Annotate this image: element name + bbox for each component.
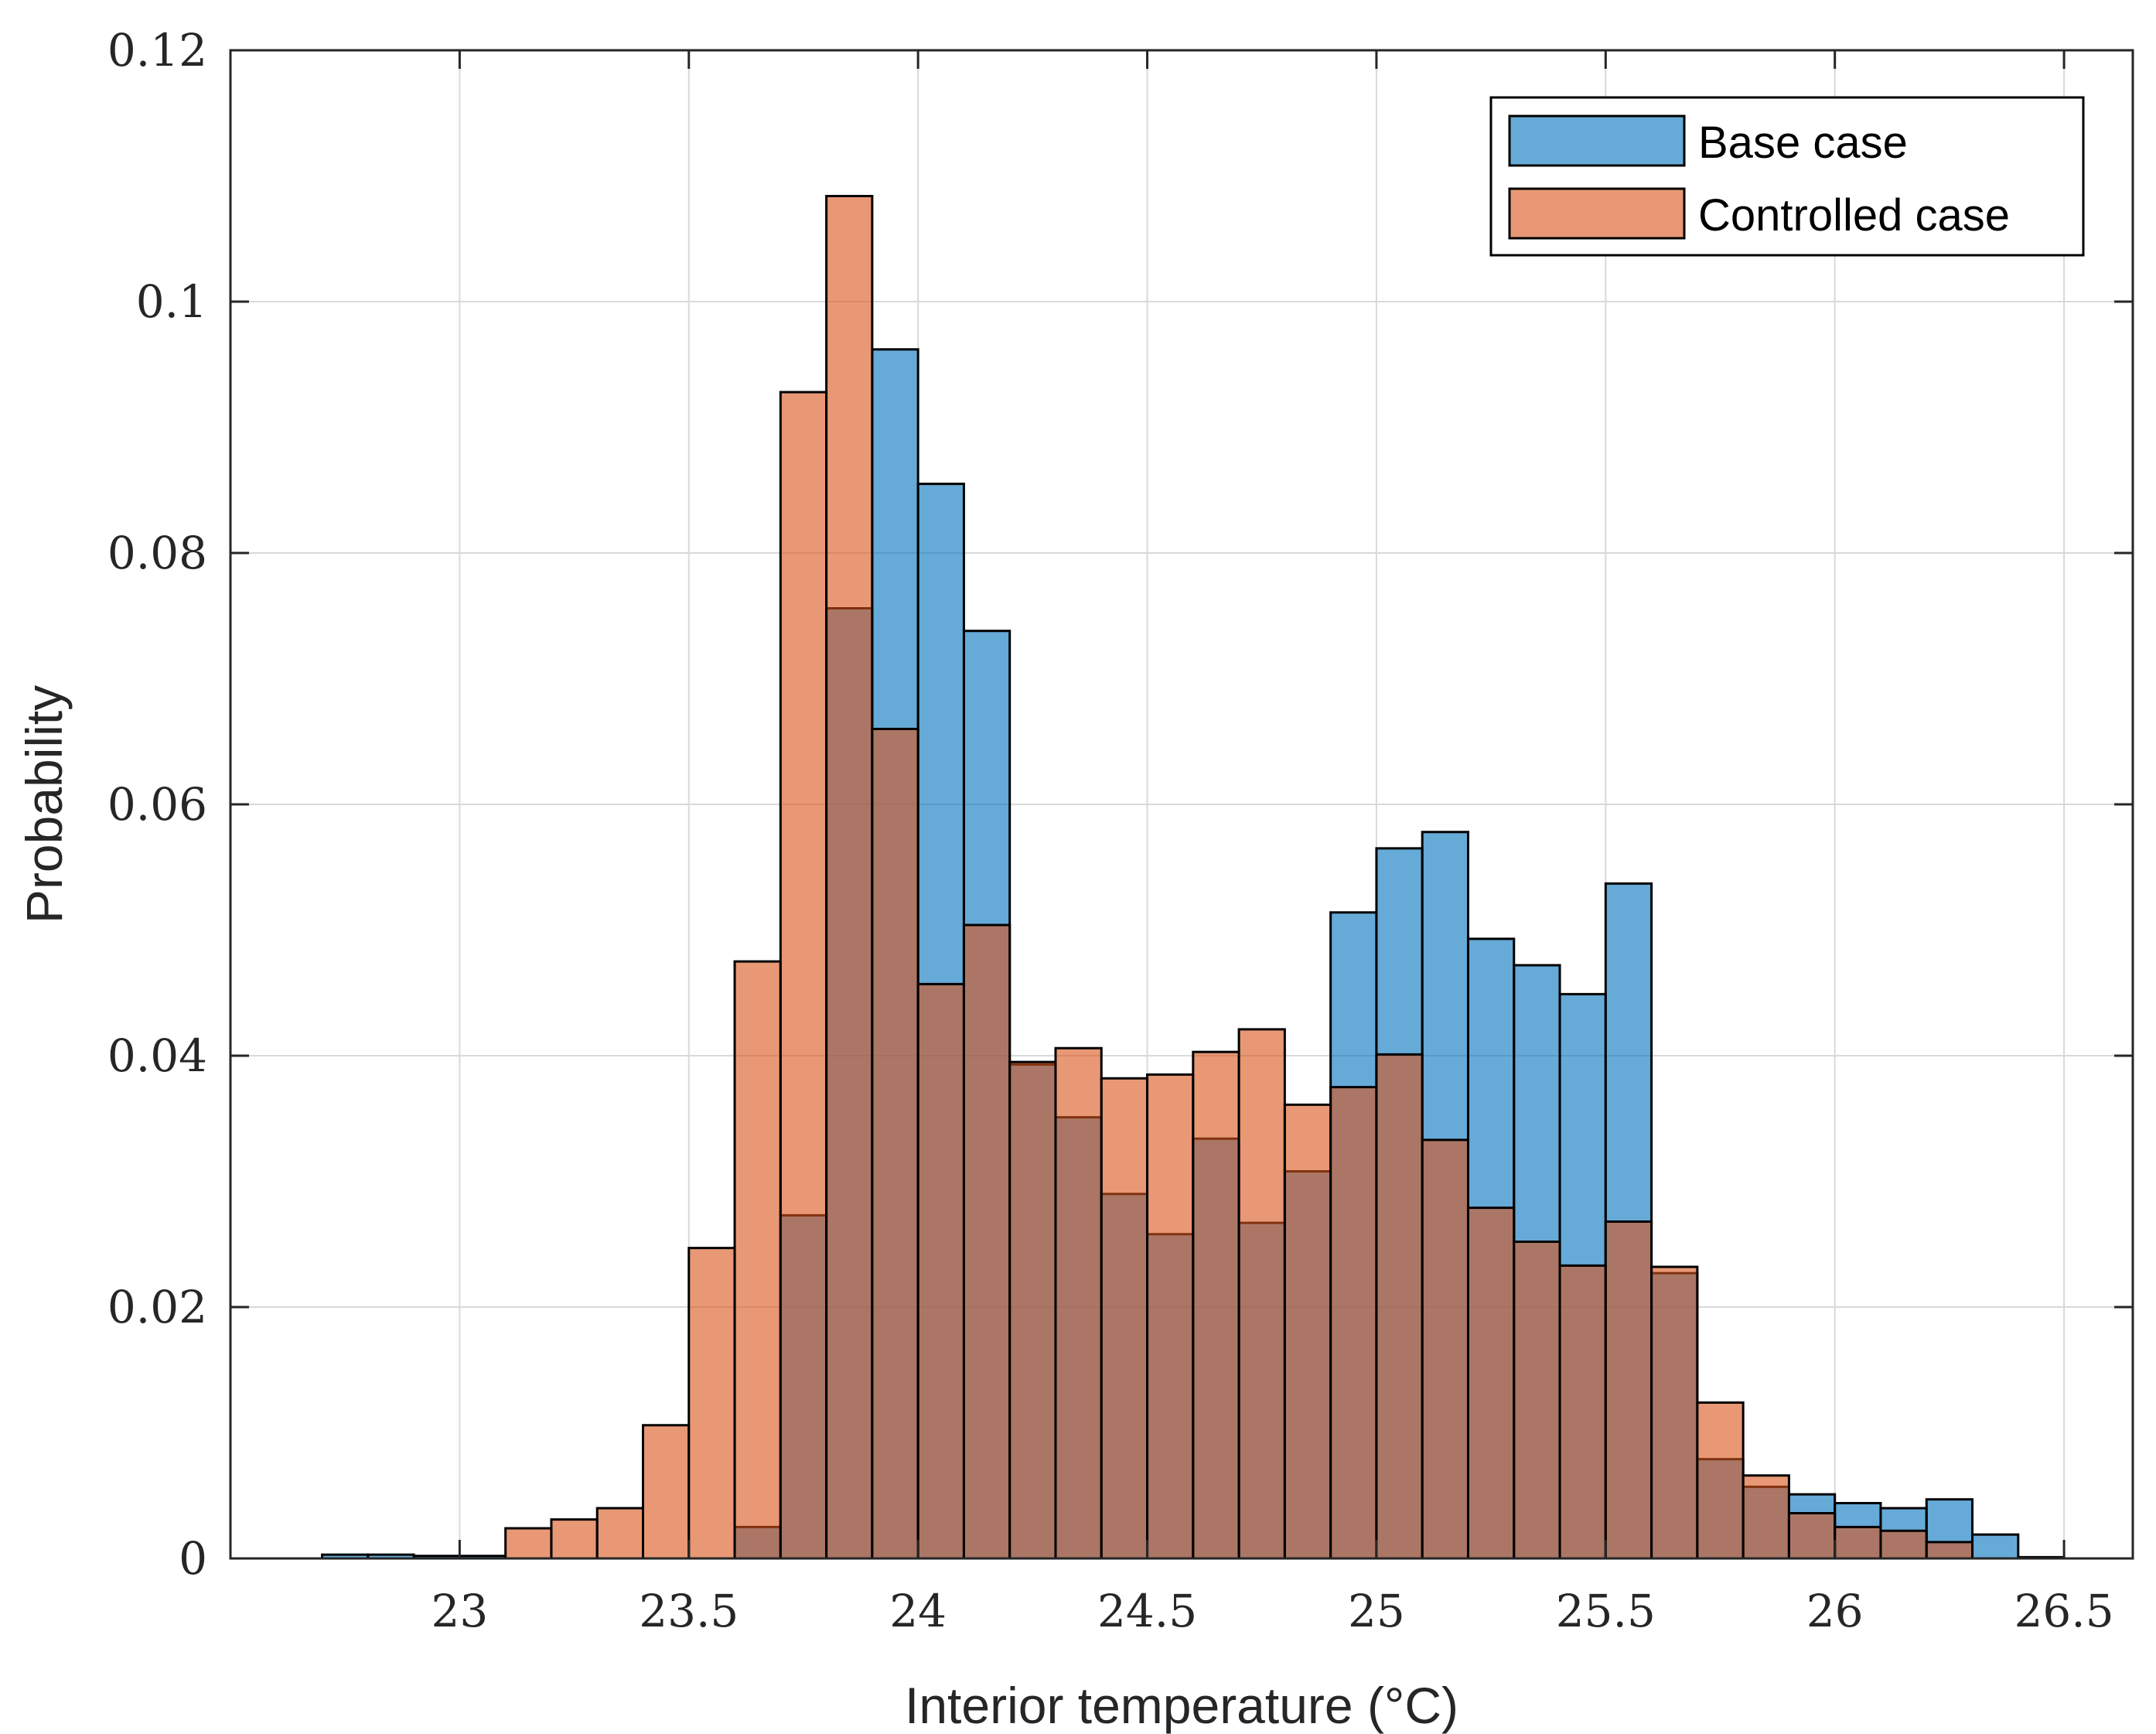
controlled-case-bar	[733, 960, 782, 1560]
controlled-case-bar	[1100, 1077, 1149, 1560]
x-tick-label: 26	[1806, 1585, 1864, 1637]
x-tick-label: 24	[889, 1585, 947, 1637]
controlled-case-bar	[1558, 1264, 1607, 1560]
legend-swatch-base-case	[1508, 114, 1686, 167]
controlled-case-bar	[1742, 1474, 1790, 1560]
controlled-case-bar	[1054, 1046, 1103, 1560]
controlled-case-bar	[504, 1527, 553, 1560]
y-tick-label: 0.06	[107, 778, 207, 831]
controlled-case-bar	[687, 1247, 736, 1560]
x-tick-label: 23	[431, 1585, 488, 1637]
axis-ticks	[230, 49, 2133, 1560]
controlled-case-bar	[1604, 1220, 1653, 1560]
controlled-case-bar	[916, 982, 965, 1560]
controlled-case-bar	[1787, 1512, 1837, 1560]
controlled-case-bar	[1421, 1138, 1469, 1560]
x-tick-label: 25.5	[1556, 1585, 1656, 1637]
y-axis-tick-labels: 0 0.02 0.04 0.06 0.08 0.1 0.12	[107, 24, 207, 1585]
controlled-case-bar	[962, 923, 1011, 1560]
grid-lines	[230, 49, 2133, 1559]
x-tick-label: 24.5	[1097, 1585, 1197, 1637]
y-tick-label: 0.1	[136, 275, 207, 328]
controlled-case-bar	[1879, 1529, 1928, 1560]
x-axis-tick-labels: 23 23.5 24 24.5 25 25.5 26 26.5	[431, 1585, 2113, 1637]
controlled-case-bar	[825, 195, 874, 1560]
y-tick-label: 0.04	[107, 1029, 207, 1082]
controlled-case-bar	[1696, 1401, 1745, 1560]
y-tick-label: 0.12	[107, 24, 207, 77]
controlled-case-bar	[1466, 1207, 1516, 1560]
controlled-case-bar	[1192, 1050, 1240, 1560]
controlled-case-bar	[871, 728, 919, 1560]
controlled-case-bar	[550, 1518, 599, 1560]
controlled-case-bar	[1146, 1073, 1195, 1560]
controlled-case-bar	[1237, 1028, 1286, 1560]
controlled-case-bar	[1834, 1525, 1882, 1560]
x-tick-label: 26.5	[2014, 1585, 2114, 1637]
controlled-case-bar	[1008, 1060, 1057, 1560]
y-tick-label: 0.02	[107, 1281, 207, 1333]
legend-label-base-case: Base case	[1698, 118, 1908, 168]
controlled-case-bars	[504, 195, 1974, 1560]
x-axis-title: Interior temperature (°C)	[905, 1677, 1458, 1734]
y-axis-title: Probability	[15, 685, 73, 923]
legend-label-controlled-case: Controlled case	[1698, 190, 2010, 241]
x-tick-label: 23.5	[639, 1585, 739, 1637]
controlled-case-bar	[1650, 1265, 1699, 1560]
controlled-case-bar	[1925, 1541, 1974, 1560]
base-case-bar	[1971, 1533, 2020, 1560]
legend-swatch-controlled-case	[1508, 187, 1686, 240]
controlled-case-bar	[1513, 1241, 1561, 1560]
controlled-case-bar	[595, 1507, 644, 1560]
controlled-case-bar	[1283, 1103, 1332, 1560]
x-tick-label: 25	[1348, 1585, 1405, 1637]
y-tick-label: 0	[179, 1532, 207, 1585]
controlled-case-bar	[1375, 1053, 1424, 1560]
y-tick-label: 0.08	[107, 527, 207, 579]
legend: Base case Controlled case	[1489, 96, 2085, 257]
controlled-case-bar	[779, 391, 828, 1560]
controlled-case-bar	[1329, 1086, 1378, 1560]
controlled-case-bar	[641, 1424, 691, 1560]
